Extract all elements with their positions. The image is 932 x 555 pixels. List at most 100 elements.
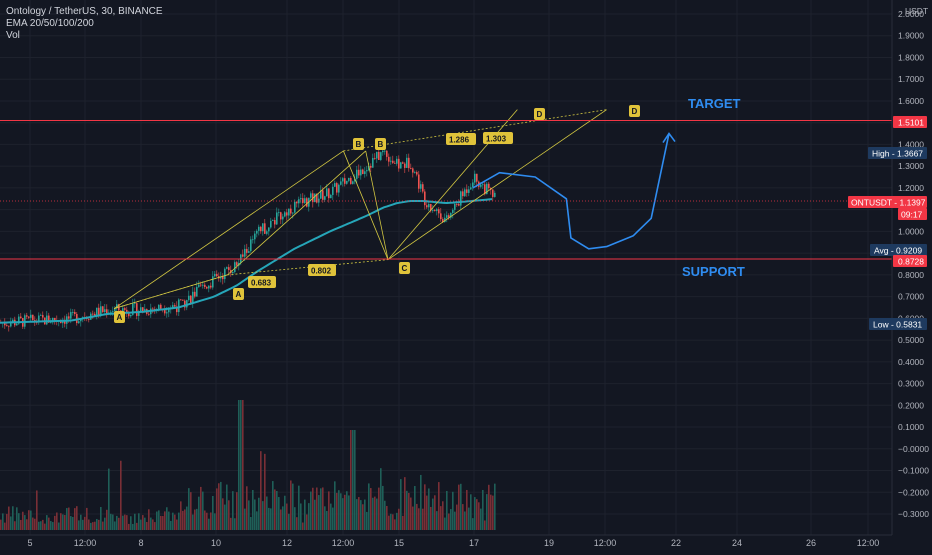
volume-bar	[416, 503, 418, 530]
candle-body	[320, 190, 322, 199]
candle-body	[30, 314, 32, 318]
volume-bar	[254, 499, 256, 530]
time-axis[interactable]: 5 12:00 8 10 12 12:00 15 17 19 12:00 22 24 26 12:00	[0, 534, 892, 548]
volume-bar	[134, 513, 136, 530]
volume-bar	[120, 460, 122, 530]
volume-bar	[322, 487, 324, 530]
volume-bar	[384, 500, 386, 530]
volume-bar	[262, 501, 264, 530]
support-annotation: SUPPORT	[682, 264, 745, 279]
volume-bar	[450, 509, 452, 530]
candle-body	[310, 193, 312, 198]
candle-body	[486, 183, 488, 195]
candle-body	[168, 309, 170, 313]
volume-bar	[342, 498, 344, 530]
candle-body	[134, 303, 136, 304]
volume-bar	[132, 523, 134, 530]
target-tag-bg	[893, 116, 927, 128]
candle-body	[474, 173, 476, 183]
volume-bar	[118, 517, 120, 530]
volume-bar	[332, 507, 334, 530]
pattern-leg-xa2	[114, 274, 228, 309]
candle-body	[326, 188, 328, 197]
volume-bar	[438, 482, 440, 530]
volume-bar	[190, 492, 192, 530]
candle-body	[166, 312, 168, 314]
volume-bar	[136, 522, 138, 530]
volume-bar	[282, 506, 284, 530]
volume-bar	[204, 510, 206, 530]
volume-bar	[284, 495, 286, 530]
candle-body	[32, 314, 34, 321]
volume-bar	[380, 468, 382, 530]
candle-body	[464, 189, 466, 197]
candle-body	[152, 308, 154, 310]
candle-body	[376, 151, 378, 159]
candle-body	[204, 284, 206, 287]
candle-body	[228, 267, 230, 271]
volume-bar	[368, 483, 370, 530]
candle-body	[426, 205, 428, 208]
candle-body	[202, 284, 204, 286]
candle-body	[94, 313, 96, 317]
candle-body	[494, 192, 496, 197]
candle-body	[4, 322, 6, 326]
volume-bar	[242, 400, 244, 530]
volume-bar	[316, 487, 318, 530]
volume-bar	[452, 491, 454, 530]
volume-bar	[474, 497, 476, 530]
candle-body	[114, 308, 116, 312]
y-tick-label: −0.3000	[898, 509, 929, 519]
candle-body	[454, 203, 456, 210]
candle-body	[420, 184, 422, 189]
volume-bar	[60, 513, 62, 530]
price-axis[interactable]: USDT 2.00001.90001.80001.70001.60001.500…	[891, 0, 932, 535]
volume-bar	[48, 517, 50, 530]
volume-bar	[146, 521, 148, 530]
candle-body	[334, 183, 336, 187]
candle-body	[440, 213, 442, 220]
point-b-1-bg	[353, 138, 364, 150]
candle-body	[398, 158, 400, 169]
volume-bar	[302, 522, 304, 530]
candle-body	[104, 309, 106, 313]
ema-line	[0, 198, 493, 324]
candle-body	[306, 198, 308, 207]
ratio-label-1-bg	[248, 276, 276, 288]
x-tick-label: 19	[544, 538, 554, 548]
volume-bar	[358, 497, 360, 530]
candle-body	[262, 223, 264, 232]
chart-title: Ontology / TetherUS, 30, BINANCE	[6, 6, 163, 17]
candle-body	[16, 323, 18, 326]
pattern-ratio-ac	[227, 259, 389, 276]
volume-bar	[228, 500, 230, 530]
candle-body	[124, 308, 126, 310]
candle-body	[268, 227, 270, 232]
volume-bar	[470, 494, 472, 530]
candle-body	[316, 193, 318, 203]
candle-body	[408, 157, 410, 169]
volume-bar	[72, 516, 74, 530]
symbol-tag-bg	[848, 196, 927, 208]
volume-bar	[18, 513, 20, 530]
candle-body	[140, 307, 142, 312]
candle-body	[304, 198, 306, 204]
candle-body	[482, 184, 484, 186]
candle-body	[10, 322, 12, 327]
candle-body	[446, 215, 448, 218]
candle-body	[126, 309, 128, 314]
currency-label: USDT	[905, 6, 928, 16]
candle-body	[346, 180, 348, 184]
y-tick-label: −0.1000	[898, 466, 929, 476]
volume-bar	[488, 484, 490, 530]
volume-bar	[426, 495, 428, 530]
pattern-leg-ab	[227, 150, 366, 276]
target-price-tag: 1.5101	[893, 116, 927, 128]
candle-body	[214, 273, 216, 277]
candle-body	[466, 189, 468, 193]
volume-bar	[56, 512, 58, 530]
candle-body	[40, 315, 42, 316]
volume-bar	[238, 400, 240, 530]
